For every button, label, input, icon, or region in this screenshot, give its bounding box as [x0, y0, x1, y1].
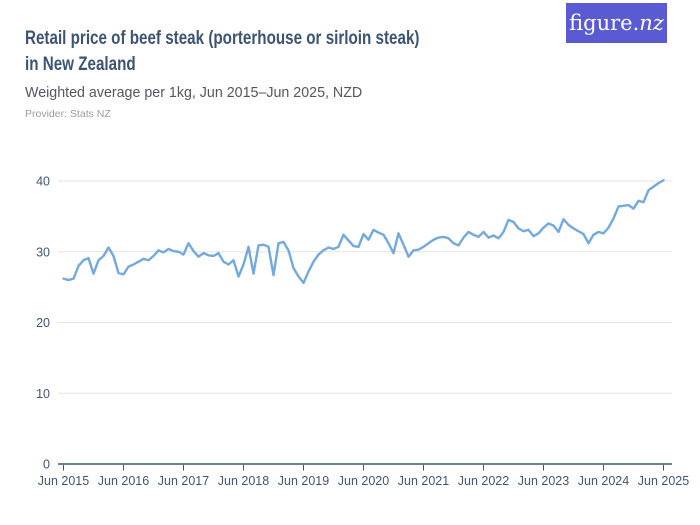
- x-tick-label: Jun 2015: [38, 474, 89, 488]
- figure-nz-logo[interactable]: figure. nz: [566, 3, 667, 43]
- y-tick-label: 10: [36, 387, 50, 401]
- x-tick-label: Jun 2022: [458, 474, 509, 488]
- price-line: [62, 179, 665, 285]
- x-tick-label: Jun 2019: [278, 474, 329, 488]
- chart-title: Retail price of beef steak (porterhouse …: [25, 26, 419, 78]
- x-tick-label: Jun 2023: [518, 474, 569, 488]
- chart-subtitle: Weighted average per 1kg, Jun 2015–Jun 2…: [25, 84, 363, 101]
- logo-text-nz: nz: [639, 11, 664, 35]
- y-tick-label: 0: [43, 458, 50, 472]
- y-tick-label: 40: [36, 175, 50, 189]
- y-tick-label: 30: [36, 245, 50, 259]
- price-line-chart: 0 10 20 30 40 Jun 2015 Jun 2016 Jun 2017 Jun 201…: [36, 175, 689, 489]
- x-tick-label: Jun 2020: [338, 474, 389, 488]
- x-tick-label: Jun 2021: [398, 474, 449, 488]
- chart-title-line2: in New Zealand: [25, 54, 136, 75]
- chart-title-line1: Retail price of beef steak (porterhouse …: [25, 28, 420, 49]
- plot-area: 0 10 20 30 40 Jun 2015 Jun 2016 Jun 2017 Jun 201…: [0, 150, 700, 525]
- x-tick-label: Jun 2025: [638, 474, 689, 488]
- y-tick-label: 20: [36, 316, 50, 330]
- provider-attribution: Provider: Stats NZ: [25, 108, 111, 120]
- x-tick-label: Jun 2017: [158, 474, 209, 488]
- x-tick-label: Jun 2016: [98, 474, 149, 488]
- x-tick-label: Jun 2018: [218, 474, 269, 488]
- logo-text: figure.: [569, 11, 640, 35]
- x-tick-label: Jun 2024: [578, 474, 629, 488]
